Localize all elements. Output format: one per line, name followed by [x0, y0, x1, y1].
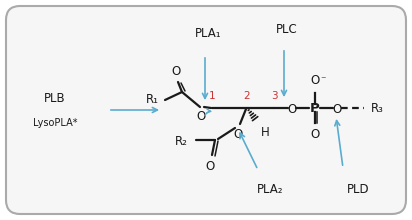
- Text: R₃: R₃: [371, 101, 384, 114]
- Text: PLA₂: PLA₂: [257, 183, 283, 196]
- Text: P: P: [310, 101, 320, 114]
- Text: O: O: [171, 65, 180, 78]
- Text: PLC: PLC: [276, 23, 298, 36]
- Text: O: O: [310, 74, 320, 87]
- Text: 3: 3: [271, 91, 277, 101]
- Text: LysoPLA*: LysoPLA*: [33, 118, 77, 128]
- Text: O: O: [310, 128, 320, 141]
- Text: PLB: PLB: [44, 92, 66, 105]
- Text: R₁: R₁: [146, 92, 159, 106]
- Text: O: O: [197, 110, 206, 123]
- Text: PLA₁: PLA₁: [195, 27, 221, 40]
- Text: 2: 2: [243, 91, 250, 101]
- Text: PLD: PLD: [346, 183, 369, 196]
- Text: O: O: [205, 160, 215, 173]
- Text: 1: 1: [209, 91, 215, 101]
- Text: ⁻: ⁻: [320, 75, 325, 85]
- FancyBboxPatch shape: [6, 6, 406, 214]
- Text: O: O: [332, 103, 342, 116]
- Text: R₂: R₂: [175, 134, 188, 147]
- Text: O: O: [288, 103, 297, 116]
- Text: H: H: [261, 126, 270, 139]
- Text: O: O: [233, 128, 243, 141]
